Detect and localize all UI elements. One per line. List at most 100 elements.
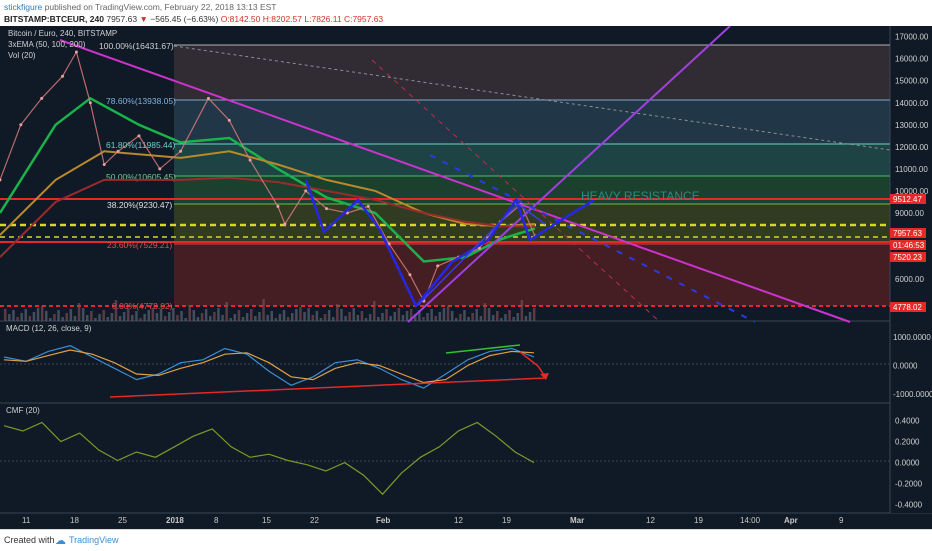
price-tag-bg <box>890 240 926 250</box>
volume-bar <box>28 316 32 321</box>
uptrend-line[interactable] <box>407 25 731 323</box>
open-value: O:8142.50 <box>220 14 261 24</box>
price-point <box>206 96 210 100</box>
price-point <box>0 178 2 182</box>
volume-bar <box>135 311 138 321</box>
volume-bar <box>528 312 532 321</box>
volume-bar <box>65 313 68 321</box>
volume-bar <box>323 314 327 321</box>
volume-bar <box>122 312 126 321</box>
chart-canvas[interactable]: 100.00%(16431.67) 78.60%(13938.05) 61.80… <box>0 25 932 529</box>
volume-bar <box>200 313 204 321</box>
volume-bar <box>57 310 60 321</box>
volume-bar <box>274 318 278 321</box>
volume-bar <box>389 316 392 321</box>
publish-line: stickfigure published on TradingView.com… <box>4 2 277 12</box>
fib-labels: 100.00%(16431.67) 78.60%(13938.05) 61.80… <box>99 41 176 311</box>
volume-bar <box>504 314 507 321</box>
cmf-tick-label: -0.2000 <box>895 480 923 489</box>
volume-bar <box>303 312 306 321</box>
fib-label-50: 50.00%(10605.45) <box>106 172 176 182</box>
volume-bar <box>422 317 425 321</box>
fib-label-78: 78.60%(13938.05) <box>106 96 176 106</box>
volume-bar <box>332 317 335 321</box>
price-tick-label: 14000.00 <box>895 99 929 108</box>
volume-bar <box>360 311 364 321</box>
price-tick-label: 12000.00 <box>895 143 929 152</box>
volume-bar <box>204 309 208 321</box>
price-point <box>137 134 141 138</box>
macd-divergence-line <box>109 377 546 398</box>
volume-bar <box>520 300 524 321</box>
tradingview-logo-icon: ☁ <box>55 535 66 547</box>
volume-bar <box>364 318 368 321</box>
price-tag-support: 7520.23 <box>893 253 922 262</box>
price-point <box>88 101 92 105</box>
price-point <box>61 74 65 78</box>
tradingview-brand[interactable]: TradingView <box>69 535 119 545</box>
down-arrow-icon: ▼ <box>139 14 148 24</box>
cmf-tick-label: -0.4000 <box>895 501 923 510</box>
price-tick-label: 11000.00 <box>895 165 928 174</box>
legend-cmf: CMF (20) <box>6 406 40 415</box>
volume-bar <box>467 317 470 321</box>
macd-tick-label: 0.0000 <box>893 362 918 371</box>
volume-bar <box>291 313 294 321</box>
volume-bar <box>20 313 23 321</box>
price-line <box>0 50 537 303</box>
price-tag-timer: 01:46:53 <box>893 241 925 250</box>
volume-bar <box>77 303 81 321</box>
price-axis[interactable] <box>890 26 932 513</box>
volume-bar <box>496 311 499 321</box>
volume-bar <box>110 313 114 321</box>
downtrend-line[interactable] <box>59 39 851 323</box>
cmf-axis-ticks: 0.4000 0.2000 0.0000 -0.2000 -0.4000 <box>895 416 923 509</box>
price-tag-bottom: 4778.02 <box>893 303 922 312</box>
volume-bar <box>340 309 343 321</box>
price-tag-resistance: 9512.47 <box>893 195 922 204</box>
volume-bar <box>442 308 446 321</box>
time-tick-label: 12 <box>454 516 463 525</box>
volume-bar <box>69 309 73 321</box>
volume-bar <box>299 307 302 321</box>
time-tick-label: Mar <box>570 516 584 525</box>
volume-bar <box>196 317 200 321</box>
volume-bar <box>438 312 442 321</box>
volume-bar <box>491 315 495 321</box>
author-link[interactable]: stickfigure <box>4 2 43 12</box>
volume-bar <box>414 314 417 321</box>
legend-ema: 3xEMA (50, 100, 200) <box>8 40 86 49</box>
cmf-line <box>3 421 535 496</box>
price-axis-ticks: 17000.00 16000.00 15000.00 14000.00 13000.00… <box>895 33 929 285</box>
volume-bar <box>4 309 7 321</box>
volume-bar <box>81 308 85 321</box>
long-trendline[interactable] <box>173 45 891 151</box>
price-point <box>304 189 308 193</box>
volume-bar <box>8 314 11 321</box>
volume-bar <box>217 308 220 321</box>
wave-pattern[interactable] <box>304 179 595 309</box>
volume-bar <box>32 312 36 321</box>
high-value: H:8202.57 <box>262 14 302 24</box>
fib-label-23: 23.60%(7529.21) <box>107 240 172 250</box>
volume-bar <box>450 311 454 321</box>
time-tick-label: 8 <box>214 516 219 525</box>
macd-lines <box>3 345 535 389</box>
price-point <box>283 222 287 226</box>
volume-bar <box>155 313 159 321</box>
volume-bar <box>98 314 101 321</box>
time-tick-label: 22 <box>310 516 319 525</box>
chart-svg[interactable]: 100.00%(16431.67) 78.60%(13938.05) 61.80… <box>0 25 932 529</box>
volume-bar <box>163 316 167 321</box>
volume-bar <box>237 310 241 321</box>
macd-arrow-head <box>540 373 549 380</box>
price-point <box>276 204 280 208</box>
macd-bullish-line <box>445 344 521 354</box>
volume-bar <box>86 315 89 321</box>
volume-bar <box>356 315 360 321</box>
legend-macd: MACD (12, 26, close, 9) <box>6 324 92 333</box>
volume-bar <box>483 303 487 321</box>
volume-bar <box>213 312 216 321</box>
volume-bar <box>409 309 413 321</box>
heavy-resistance-label: HEAVY RESISTANCE <box>581 189 700 203</box>
